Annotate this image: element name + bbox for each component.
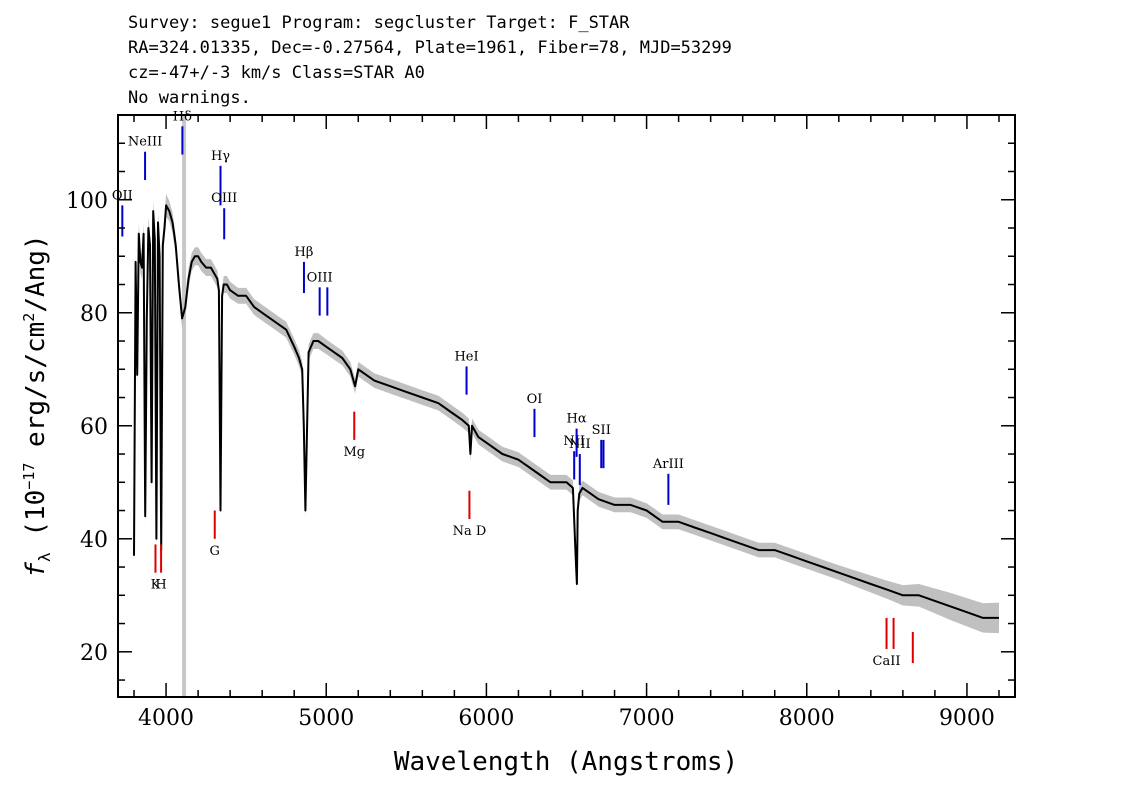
error-envelope bbox=[134, 194, 999, 634]
absorption-line-label-1: K bbox=[151, 578, 161, 593]
absorption-line-label-3: G bbox=[210, 544, 220, 559]
emission-line-label-1: NeIII bbox=[128, 135, 162, 150]
header-line-2: RA=324.01335, Dec=-0.27564, Plate=1961, … bbox=[128, 38, 732, 58]
flux-line bbox=[133, 204, 999, 619]
x-tick-label-6000: 6000 bbox=[458, 706, 514, 731]
x-tick-label-8000: 8000 bbox=[779, 706, 835, 731]
masked-band bbox=[182, 115, 187, 697]
emission-line-label-15: ArIII bbox=[652, 457, 684, 472]
absorption-line-label-4: Na D bbox=[453, 524, 487, 539]
plot-area: OIINeIIIHδHγOIIIHβOIIIHeIOINIIHαNIISIIAr… bbox=[112, 109, 999, 697]
x-tick-label-7000: 7000 bbox=[619, 706, 675, 731]
x-tick-label-4000: 4000 bbox=[138, 706, 194, 731]
y-tick-label-20: 20 bbox=[80, 641, 108, 666]
header-line-1: Survey: segue1 Program: segcluster Targe… bbox=[128, 13, 630, 33]
header-line-3: cz=-47+/-3 km/s Class=STAR A0 bbox=[128, 63, 425, 83]
emission-line-label-4: OIII bbox=[211, 191, 237, 206]
emission-line-label-9: OI bbox=[527, 392, 543, 407]
emission-line-label-3: Hγ bbox=[211, 149, 230, 164]
y-tick-label-80: 80 bbox=[80, 302, 108, 327]
y-axis-label-group: fλ (10−17 erg/s/cm2/Ang) bbox=[20, 234, 54, 577]
emission-line-label-2: Hδ bbox=[173, 109, 192, 124]
emission-line-label-12: NII bbox=[569, 437, 591, 452]
emission-line-label-11: Hα bbox=[567, 412, 587, 427]
x-tick-label-5000: 5000 bbox=[298, 706, 354, 731]
header-block: Survey: segue1 Program: segcluster Targe… bbox=[128, 13, 732, 108]
y-tick-label-60: 60 bbox=[80, 415, 108, 440]
y-axis-label: fλ (10−17 erg/s/cm2/Ang) bbox=[20, 234, 54, 577]
absorption-line-label-2: H bbox=[155, 578, 166, 593]
header-line-4: No warnings. bbox=[128, 88, 251, 108]
x-tick-label-9000: 9000 bbox=[939, 706, 995, 731]
emission-line-label-10: NII bbox=[563, 434, 585, 449]
y-tick-label-100: 100 bbox=[66, 189, 108, 214]
absorption-line-label-5: CaII bbox=[873, 654, 901, 669]
axes: 4000 5000 6000 7000 8000 9000 20 40 60 80 100 bbox=[66, 114, 1015, 731]
emission-line-label-5: Hβ bbox=[295, 245, 314, 260]
x-axis-label: Wavelength (Angstroms) bbox=[394, 747, 738, 777]
emission-line-label-0: OII bbox=[112, 188, 133, 203]
absorption-line-label-0: Mg bbox=[343, 445, 365, 460]
plot-frame bbox=[117, 114, 1016, 698]
emission-line-label-8: HeI bbox=[454, 349, 478, 364]
y-tick-label-40: 40 bbox=[80, 528, 108, 553]
emission-line-label-13: SII bbox=[592, 423, 611, 438]
emission-line-label-6: OIII bbox=[307, 270, 333, 285]
